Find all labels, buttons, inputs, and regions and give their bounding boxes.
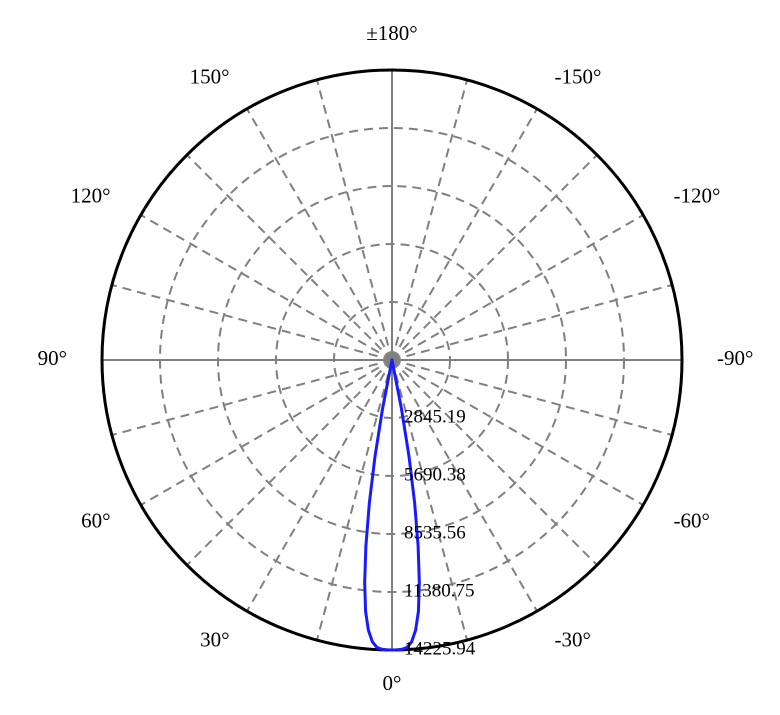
polar-chart: 2845.19 5690.38 8535.56 11380.75 14225.94 ±18…	[0, 0, 780, 715]
angle-tick-label: -150°	[555, 64, 602, 88]
radial-tick-label: 8535.56	[404, 522, 466, 543]
angle-tick-label: 150°	[190, 64, 230, 88]
angle-tick-label: -60°	[673, 508, 709, 532]
angle-tick-label: -30°	[555, 627, 591, 651]
radial-tick-label: 2845.19	[404, 406, 466, 427]
angle-tick-label: -120°	[673, 183, 720, 207]
angle-tick-label: 30°	[200, 627, 229, 651]
radial-tick-label: 14225.94	[404, 638, 476, 659]
angle-tick-label: 0°	[383, 671, 402, 695]
angle-tick-label: ±180°	[366, 21, 417, 45]
angle-tick-label: 90°	[38, 346, 67, 370]
angle-tick-label: 60°	[81, 508, 110, 532]
radial-tick-label: 5690.38	[404, 464, 466, 485]
radial-tick-label: 11380.75	[404, 580, 475, 601]
angle-tick-label: -90°	[717, 346, 753, 370]
angle-tick-label: 120°	[71, 183, 111, 207]
